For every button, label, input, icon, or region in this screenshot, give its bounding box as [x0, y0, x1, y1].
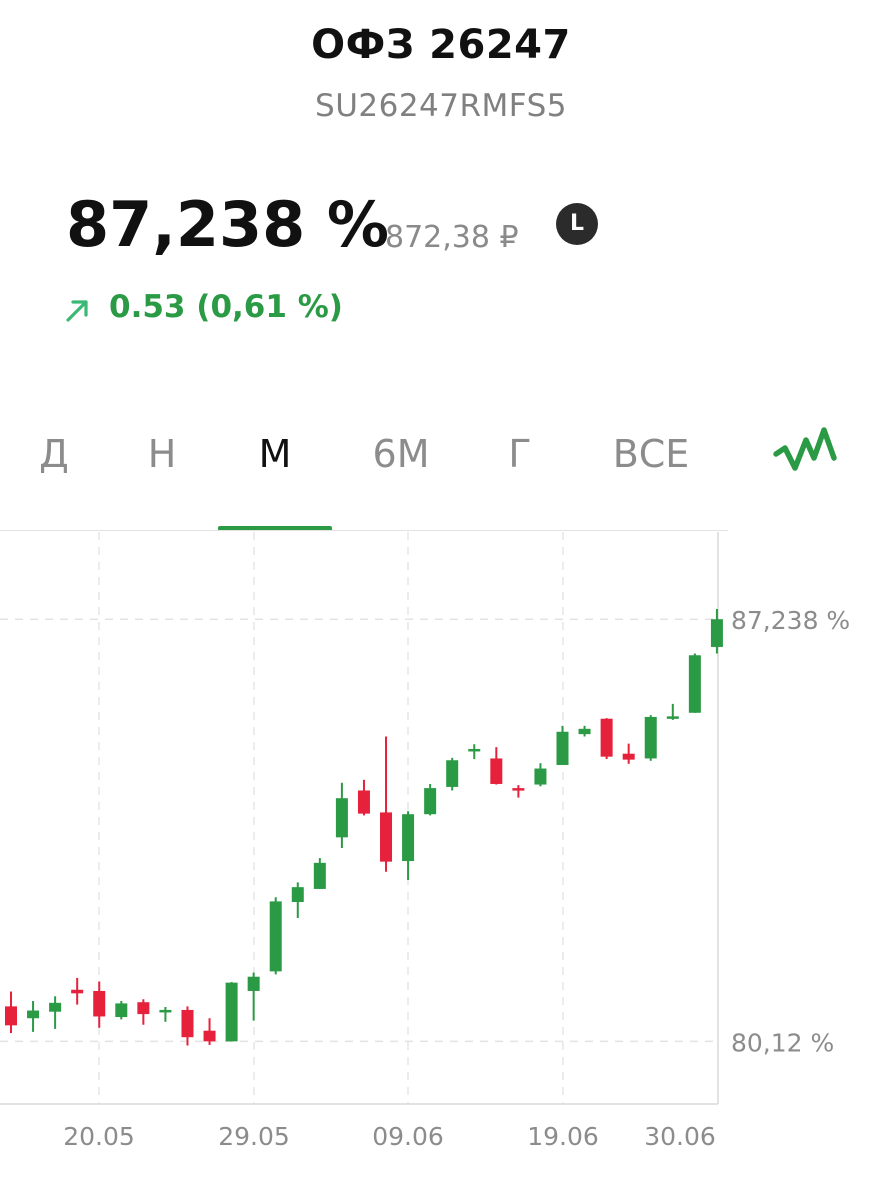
x-axis-tick-label: 19.06: [527, 1122, 599, 1151]
line-chart-icon[interactable]: [772, 424, 838, 482]
candle-body: [357, 790, 370, 814]
candle-body: [710, 619, 723, 647]
candle-body: [424, 788, 437, 815]
level-badge[interactable]: L: [556, 203, 598, 245]
x-axis-tick-label: 29.05: [218, 1122, 290, 1151]
candle-body: [27, 1010, 40, 1019]
candle-body: [93, 990, 106, 1017]
candle-body: [600, 718, 613, 757]
candle-body: [490, 758, 503, 784]
candle-body: [137, 1002, 150, 1015]
candle-body: [622, 753, 635, 760]
candle-body: [181, 1009, 194, 1038]
candle-body: [556, 731, 569, 765]
candle-body: [5, 1006, 17, 1026]
candle-body: [335, 798, 348, 838]
candle-body: [534, 768, 547, 785]
candle-body: [49, 1002, 62, 1012]
tab-week[interactable]: Н: [147, 432, 177, 476]
candle-body: [380, 812, 393, 862]
candle-body: [666, 716, 679, 719]
tab-6-months[interactable]: 6М: [372, 432, 430, 476]
candle-body: [644, 716, 657, 759]
candle-body: [446, 760, 459, 787]
price-level-label: 80,12 %: [731, 1028, 834, 1057]
tabs-divider: [0, 530, 728, 531]
candle-body: [159, 1009, 172, 1013]
x-axis-tick-label: 30.06: [644, 1122, 716, 1151]
candle-body: [225, 982, 238, 1042]
candle-body: [291, 887, 304, 902]
tab-year[interactable]: Г: [508, 432, 532, 476]
price-in-rubles: 872,38 ₽: [385, 220, 519, 255]
candle-body: [512, 788, 525, 791]
candle-body: [247, 976, 260, 991]
candle-body: [688, 655, 701, 713]
bond-isin: SU26247RMFS5: [315, 88, 567, 124]
tab-all[interactable]: ВСЕ: [612, 432, 690, 476]
price-change: 0.53 (0,61 %): [109, 289, 343, 325]
candle-body: [115, 1003, 128, 1018]
active-tab-indicator: [218, 526, 332, 531]
price-level-label: 87,238 %: [731, 606, 850, 635]
x-axis-tick-label: 09.06: [372, 1122, 444, 1151]
candle-body: [402, 814, 415, 862]
candle-body: [269, 901, 282, 972]
x-axis-tick-label: 20.05: [63, 1122, 135, 1151]
candle-body: [203, 1030, 216, 1042]
candle-body: [313, 862, 326, 889]
candle-body: [468, 748, 481, 752]
bond-title: ОФЗ 26247: [311, 22, 571, 68]
tab-day[interactable]: Д: [39, 432, 69, 476]
arrow-up-right-icon: [66, 300, 88, 322]
candle-body: [71, 989, 84, 994]
current-price: 87,238 %: [66, 188, 389, 261]
tab-month[interactable]: М: [258, 432, 292, 476]
candle-body: [578, 728, 591, 735]
